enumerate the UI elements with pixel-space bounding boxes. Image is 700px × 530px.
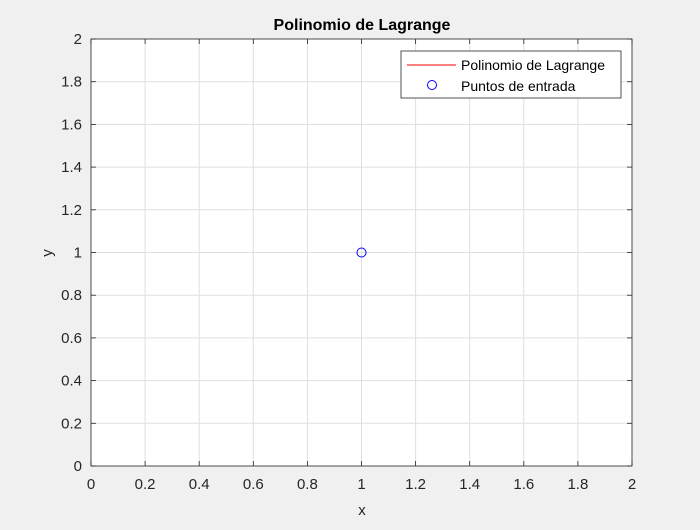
legend-entry-lagrange: Polinomio de Lagrange	[461, 57, 605, 73]
y-tick-label: 1.4	[61, 159, 82, 176]
x-tick-labels: 0 0.2 0.4 0.6 0.8 1 1.2 1.4 1.6 1.8 2	[87, 476, 636, 493]
x-tick-label: 1	[357, 476, 365, 493]
y-tick-label: 1.6	[61, 116, 82, 133]
y-tick-labels: 0 0.2 0.4 0.6 0.8 1 1.2 1.4 1.6 1.8 2	[61, 31, 82, 475]
y-tick-label: 0.8	[61, 287, 82, 304]
x-tick-label: 0.6	[243, 476, 264, 493]
y-tick-label: 1.8	[61, 74, 82, 91]
x-tick-label: 1.8	[567, 476, 588, 493]
x-tick-label: 0.4	[189, 476, 210, 493]
y-tick-label: 2	[74, 31, 82, 48]
x-tick-label: 1.4	[459, 476, 480, 493]
x-tick-label: 0.8	[297, 476, 318, 493]
y-tick-label: 0.6	[61, 330, 82, 347]
y-axis-label: y	[39, 249, 56, 257]
x-tick-label: 0	[87, 476, 95, 493]
legend-entry-points: Puntos de entrada	[461, 78, 576, 94]
y-tick-label: 0.2	[61, 415, 82, 432]
y-tick-label: 0	[74, 458, 82, 475]
x-tick-label: 1.6	[513, 476, 534, 493]
x-axis-label: x	[358, 502, 366, 519]
y-tick-label: 0.4	[61, 373, 82, 390]
x-tick-label: 0.2	[135, 476, 156, 493]
y-tick-label: 1	[74, 245, 82, 262]
legend[interactable]: Polinomio de Lagrange Puntos de entrada	[401, 51, 621, 98]
y-tick-label: 1.2	[61, 202, 82, 219]
x-tick-label: 2	[628, 476, 636, 493]
chart-title: Polinomio de Lagrange	[274, 17, 451, 34]
x-tick-label: 1.2	[405, 476, 426, 493]
